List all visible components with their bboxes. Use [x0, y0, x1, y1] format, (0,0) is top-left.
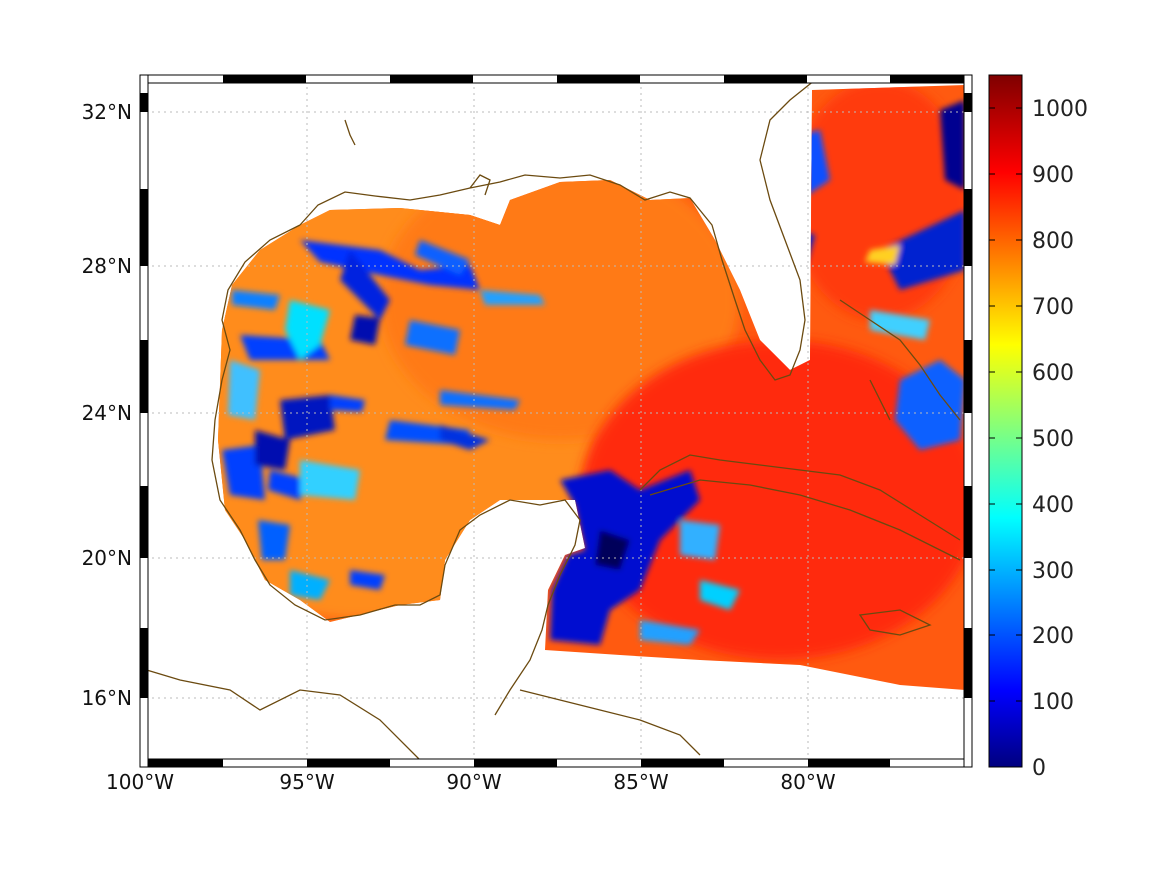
y-tick-label: 20°N [82, 546, 132, 570]
colorbar-tick-label: 800 [1032, 229, 1074, 254]
map-frame [139, 74, 973, 768]
colorbar-tick-label: 900 [1032, 163, 1074, 188]
x-tick-label: 80°W [780, 770, 835, 794]
colorbar-tick-label: 0 [1032, 756, 1046, 781]
coastlines [139, 79, 961, 761]
x-tick-label: 90°W [446, 770, 501, 794]
colorbar-ticks [989, 107, 1022, 768]
colorbar-tick-label: 300 [1032, 559, 1074, 584]
y-tick-label: 32°N [82, 100, 132, 124]
colorbar-tick-label: 700 [1032, 295, 1074, 320]
x-tick-label: 85°W [613, 770, 668, 794]
grid [140, 75, 972, 767]
colorbar-tick-label: 400 [1032, 493, 1074, 518]
x-tick-label: 100°W [106, 770, 174, 794]
x-axis-labels: 100°W 95°W 90°W 85°W 80°W [106, 770, 836, 794]
y-tick-label: 28°N [82, 254, 132, 278]
colorbar-tick-label: 1000 [1032, 97, 1088, 122]
y-tick-label: 16°N [82, 686, 132, 710]
x-tick-label: 95°W [279, 770, 334, 794]
y-axis-labels: 16°N 20°N 24°N 28°N 32°N [82, 100, 132, 710]
colorbar-tick-label: 600 [1032, 361, 1074, 386]
colorbar-tick-label: 200 [1032, 624, 1074, 649]
colorbar-tick-label: 100 [1032, 690, 1074, 715]
colorbar-tick-label: 500 [1032, 427, 1074, 452]
colorbar-gradient [988, 74, 1023, 768]
y-tick-label: 24°N [82, 401, 132, 425]
colorbar: 0 100 200 300 400 500 600 700 800 900 10… [988, 74, 1088, 781]
